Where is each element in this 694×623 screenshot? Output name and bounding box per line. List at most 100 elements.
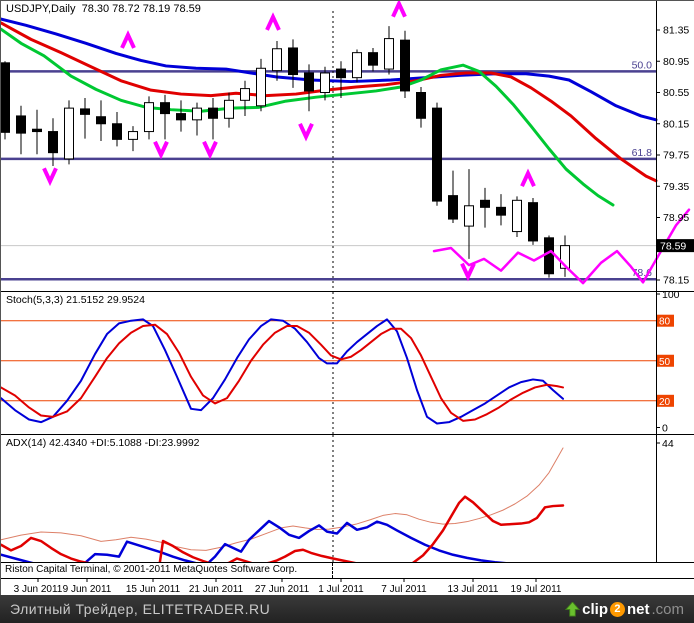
- candle-bearish: [480, 199, 490, 208]
- candle-bearish: [16, 115, 26, 134]
- current-price-label: 78.59: [660, 241, 686, 253]
- bottom-banner: Элитный Трейдер, ELITETRADER.RU clip 2 n…: [0, 595, 694, 623]
- banner-text: Элитный Трейдер, ELITETRADER.RU: [10, 601, 271, 617]
- candle-bullish: [320, 72, 330, 93]
- candle-bullish: [128, 131, 138, 140]
- stoch-level-label: 20: [659, 397, 671, 408]
- sell-arrow-icon: [202, 140, 218, 160]
- candle-bearish: [416, 92, 426, 119]
- stoch-k: [1, 318, 564, 425]
- date-axis-canvas[interactable]: 3 Jun 2011 9 Jun 2011 15 Jun 2011 21 Jun 20…: [1, 578, 694, 596]
- logo-two: 2: [609, 601, 625, 617]
- stoch-axis-label: 100: [662, 292, 680, 301]
- price-tick-label: 79.35: [663, 181, 689, 193]
- main-chart-panel: 50.0 61.8 78.6 81.35 80.95 80.55 80.15 79.75 79.…: [1, 1, 694, 292]
- fib-label: 50.0: [632, 59, 653, 71]
- main-chart-canvas[interactable]: 50.061.878.681.3580.9580.5580.1579.7579.…: [1, 1, 694, 292]
- candle-bearish: [304, 72, 314, 92]
- date-tick-label: 13 Jul 2011: [448, 584, 499, 595]
- clip2net-logo[interactable]: clip 2 net .com: [565, 601, 684, 618]
- price-tick-label: 78.95: [663, 212, 689, 224]
- logo-net: net: [626, 600, 650, 618]
- candle-bearish: [80, 108, 90, 115]
- candle-bearish: [288, 47, 298, 76]
- candle-bearish: [336, 68, 346, 79]
- candle-bearish: [544, 237, 554, 275]
- price-tick-label: 79.75: [663, 150, 689, 162]
- copyright-text: Riston Capital Terminal, © 2001-2011 Met…: [1, 563, 694, 578]
- candle-bearish: [368, 52, 378, 66]
- date-tick-label: 21 Jun 2011: [189, 584, 244, 595]
- upload-arrow-icon: [565, 601, 581, 617]
- stoch-level-box: [657, 354, 674, 367]
- candle-bullish: [240, 88, 250, 101]
- sell-arrow-icon: [298, 122, 314, 142]
- candle-bullish: [224, 99, 234, 119]
- sell-arrow-icon: [460, 262, 476, 282]
- chart-window: 50.0 61.8 78.6 81.35 80.95 80.55 80.15 79.75 79.…: [0, 0, 694, 595]
- date-tick-label: 27 Jun 2011: [255, 584, 310, 595]
- adx-canvas[interactable]: 443: [1, 435, 694, 563]
- sell-arrow-icon: [42, 167, 58, 187]
- candle-bullish: [560, 245, 570, 269]
- candle-bullish: [256, 67, 266, 107]
- candle-bearish: [112, 123, 122, 140]
- fib-label: 61.8: [632, 147, 653, 159]
- sell-arrow-icon: [153, 140, 169, 160]
- date-tick-label: 19 Jul 2011: [511, 584, 562, 595]
- candle-bearish: [400, 39, 410, 92]
- date-tick-label: 3 Jun 2011: [14, 584, 63, 595]
- period-separator-segment: [332, 563, 333, 578]
- ma-mid-red: [1, 21, 658, 183]
- candle-bearish: [32, 128, 42, 133]
- candle-bullish: [384, 38, 394, 70]
- buy-arrow-icon: [520, 168, 536, 188]
- buy-arrow-icon: [120, 30, 136, 49]
- stoch-axis-label: 0: [662, 423, 668, 435]
- price-tick-label: 78.15: [663, 275, 689, 287]
- date-axis: 3 Jun 2011 9 Jun 2011 15 Jun 2011 21 Jun 20…: [1, 578, 694, 596]
- candle-bearish: [496, 206, 506, 216]
- stochastic-canvas[interactable]: 100 80 50 20 0: [1, 292, 694, 435]
- stoch-level-box: [657, 314, 674, 327]
- stoch-level-label: 80: [659, 317, 671, 328]
- candle-bearish: [176, 113, 186, 121]
- date-tick-label: 9 Jun 2011: [63, 584, 112, 595]
- adx-minus-di: [1, 495, 565, 563]
- candle-bearish: [96, 116, 106, 125]
- stoch-level-label: 50: [659, 357, 671, 368]
- candle-bullish: [192, 107, 202, 121]
- candle-bearish: [48, 131, 58, 154]
- price-tick-label: 80.55: [663, 87, 689, 99]
- candle-bearish: [1, 62, 10, 133]
- buy-arrow-icon: [265, 12, 281, 31]
- adx-title: ADX(14) 42.4340 +DI:5.1088 -DI:23.9992: [6, 437, 200, 449]
- logo-dotcom: .com: [651, 600, 684, 618]
- candle-bullish: [272, 48, 282, 72]
- adx-main: [1, 447, 564, 551]
- ma-slow-blue: [1, 17, 658, 122]
- candle-bullish: [464, 205, 474, 227]
- price-tick-label: 80.15: [663, 118, 689, 130]
- adx-axis-label: 44: [662, 438, 674, 450]
- stochastic-panel: 100 80 50 20 0 Stoch(5,3,3) 21.5152 29.9524: [1, 292, 694, 435]
- current-price-box: [657, 239, 694, 253]
- candle-bearish: [432, 107, 442, 202]
- date-tick-label: 15 Jun 2011: [126, 584, 181, 595]
- ma-fast-green: [1, 27, 615, 207]
- price-tick-label: 80.95: [663, 56, 689, 68]
- candle-bullish: [64, 107, 74, 160]
- candle-bullish: [512, 199, 522, 233]
- candle-bearish: [208, 107, 218, 119]
- stoch-level-box: [657, 394, 674, 407]
- adx-panel: 443 ADX(14) 42.4340 +DI:5.1088 -DI:23.99…: [1, 435, 694, 563]
- candle-bearish: [160, 102, 170, 115]
- stochastic-title: Stoch(5,3,3) 21.5152 29.9524: [6, 294, 145, 306]
- candle-bearish: [448, 195, 458, 220]
- stoch-d: [1, 323, 564, 422]
- zigzag-line: [432, 208, 691, 285]
- date-tick-label: 1 Jul 2011: [318, 584, 364, 595]
- symbol-title: USDJPY,Daily 78.30 78.72 78.19 78.59: [6, 3, 201, 15]
- adx-plus-di: [1, 519, 529, 563]
